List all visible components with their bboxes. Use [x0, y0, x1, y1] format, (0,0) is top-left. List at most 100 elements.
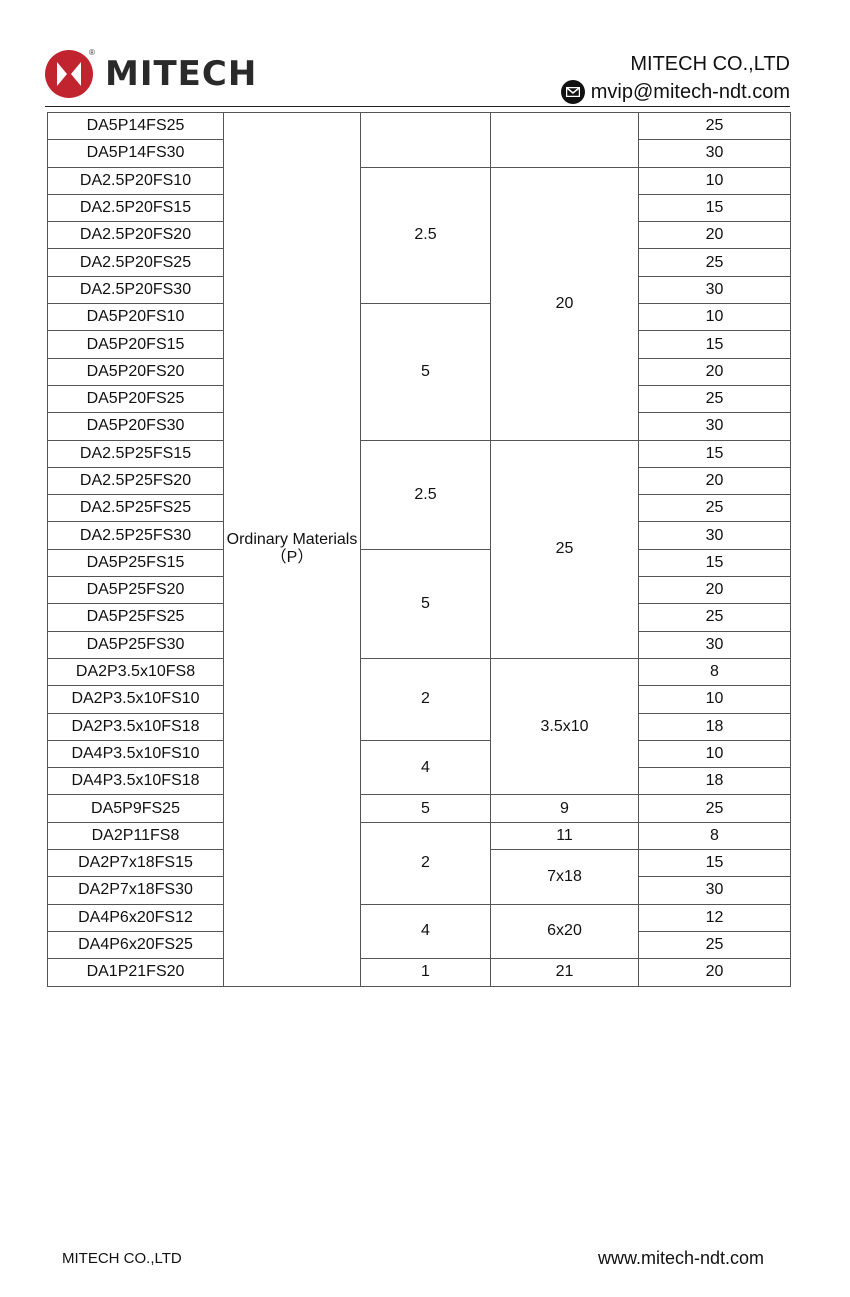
table-row: DA2P11FS8 2 11 8: [47, 821, 791, 905]
model-cell: DA2.5P20FS15: [47, 193, 224, 223]
model-cell: DA5P25FS15: [47, 548, 224, 578]
value-cell: 15: [638, 193, 791, 223]
size-cell: 5: [360, 303, 491, 441]
table-row: DA2.5P25FS25 25: [47, 494, 791, 523]
table-row: DA2.5P20FS25 25: [47, 248, 791, 277]
value-cell: 18: [638, 712, 791, 741]
size-cell: 2: [360, 821, 491, 905]
size-cell: 4: [360, 903, 491, 960]
value-cell: 30: [638, 876, 791, 905]
registered-icon: ®: [89, 48, 95, 57]
model-cell: DA5P25FS25: [47, 603, 224, 632]
footer-company: MITECH CO.,LTD: [62, 1250, 182, 1267]
table-row: DA5P20FS25 25: [47, 384, 791, 414]
model-cell: DA5P14FS25: [47, 111, 224, 141]
value-cell: 15: [638, 849, 791, 878]
model-cell: DA2P3.5x10FS10: [47, 685, 224, 714]
table-row: DA5P25FS25 25: [47, 603, 791, 632]
logo-mark-icon: [45, 50, 93, 98]
dimension-cell: 6x20: [490, 903, 639, 960]
value-cell: 20: [638, 357, 791, 386]
table-row: DA4P3.5x10FS10 4 10: [47, 739, 791, 796]
material-cell: Ordinary Materials（P）: [223, 112, 361, 987]
table-row: DA5P25FS15 5 15: [47, 548, 791, 659]
dimension-cell: [490, 112, 639, 168]
table-row: DA4P6x20FS12 4 6x20 12: [47, 903, 791, 960]
model-cell: DA1P21FS20: [47, 958, 224, 987]
value-cell: 10: [638, 685, 791, 714]
model-cell: DA4P3.5x10FS10: [47, 739, 224, 769]
model-cell: DA2P11FS8: [47, 821, 224, 851]
model-cell: DA5P20FS30: [47, 412, 224, 441]
model-cell: DA2.5P20FS20: [47, 221, 224, 250]
table-row: DA5P20FS20 20: [47, 357, 791, 386]
size-cell: [360, 112, 491, 168]
dimension-cell: 11: [490, 821, 639, 851]
dimension-cell: 25: [490, 439, 639, 659]
company-name: MITECH CO.,LTD: [630, 53, 790, 75]
spec-table: DA5P14FS25 Ordinary Materials（P） 25 DA5P14F…: [47, 111, 791, 987]
value-cell: 12: [638, 903, 791, 932]
table-row: DA5P25FS30 30: [47, 630, 791, 659]
value-cell: 25: [638, 794, 791, 823]
table-row: DA5P9FS25 5 9 25: [47, 794, 791, 823]
table-row: DA4P3.5x10FS18 18: [47, 767, 791, 796]
value-cell: 30: [638, 139, 791, 168]
value-cell: 8: [638, 821, 791, 851]
model-cell: DA2.5P25FS25: [47, 494, 224, 523]
model-cell: DA2.5P20FS30: [47, 275, 224, 305]
table-row: DA2.5P20FS30 30: [47, 275, 791, 305]
model-cell: DA5P25FS30: [47, 630, 224, 659]
table-row: DA5P14FS30 30: [47, 139, 791, 168]
value-cell: 25: [638, 603, 791, 632]
table-row: DA5P20FS30 30: [47, 412, 791, 441]
model-cell: DA2.5P25FS30: [47, 521, 224, 550]
model-cell: DA2P7x18FS15: [47, 849, 224, 878]
value-cell: 15: [638, 330, 791, 359]
table-row: DA2.5P20FS15 15: [47, 193, 791, 223]
value-cell: 8: [638, 657, 791, 687]
model-cell: DA5P20FS25: [47, 384, 224, 414]
table-row: DA2P3.5x10FS8 2 3.5x10 8: [47, 657, 791, 796]
table-row: DA5P25FS20 20: [47, 576, 791, 605]
value-cell: 25: [638, 494, 791, 523]
table-row: DA2.5P20FS10 2.5 20 10: [47, 166, 791, 441]
model-cell: DA5P20FS10: [47, 303, 224, 332]
model-cell: DA5P9FS25: [47, 794, 224, 823]
footer-website: www.mitech-ndt.com: [597, 1248, 764, 1268]
dimension-cell: 3.5x10: [490, 657, 639, 796]
table-row: DA1P21FS20 1 21 20: [47, 958, 791, 987]
table-row: DA5P20FS15 15: [47, 330, 791, 359]
logo: ® MITECH: [45, 48, 257, 98]
table-row: DA5P14FS25 Ordinary Materials（P） 25: [47, 111, 791, 987]
value-cell: 25: [638, 930, 791, 960]
dimension-cell: 7x18: [490, 849, 639, 905]
size-cell: 5: [360, 548, 491, 659]
value-cell: 20: [638, 958, 791, 987]
value-cell: 18: [638, 767, 791, 796]
header-divider: [45, 106, 790, 107]
value-cell: 10: [638, 303, 791, 332]
model-cell: DA5P20FS15: [47, 330, 224, 359]
value-cell: 15: [638, 548, 791, 578]
table-row: DA2.5P25FS15 2.5 25 15: [47, 439, 791, 659]
value-cell: 10: [638, 166, 791, 195]
value-cell: 25: [638, 248, 791, 277]
value-cell: 20: [638, 576, 791, 605]
dimension-cell: 20: [490, 166, 639, 441]
model-cell: DA4P6x20FS12: [47, 903, 224, 932]
email-address: mvip@mitech-ndt.com: [590, 80, 790, 103]
value-cell: 30: [638, 630, 791, 659]
value-cell: 30: [638, 521, 791, 550]
model-cell: DA4P3.5x10FS18: [47, 767, 224, 796]
model-cell: DA2P7x18FS30: [47, 876, 224, 905]
model-cell: DA2P3.5x10FS18: [47, 712, 224, 741]
value-cell: 25: [638, 384, 791, 414]
model-cell: DA2.5P20FS25: [47, 248, 224, 277]
model-cell: DA2.5P25FS20: [47, 466, 224, 496]
size-cell: 5: [360, 794, 491, 823]
email-line: mvip@mitech-ndt.com: [560, 80, 790, 104]
model-cell: DA5P14FS30: [47, 139, 224, 168]
model-cell: DA2.5P25FS15: [47, 439, 224, 468]
